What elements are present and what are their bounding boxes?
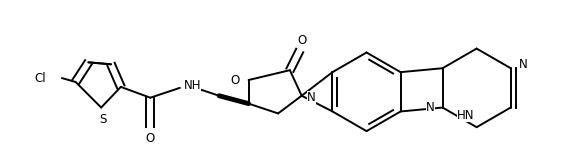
Text: N: N [518,58,528,71]
Text: O: O [145,133,155,145]
Text: O: O [230,74,239,87]
Text: Cl: Cl [35,72,46,85]
Text: NH: NH [184,79,201,92]
Text: HN: HN [457,109,475,122]
Text: O: O [297,34,306,47]
Text: S: S [100,113,107,126]
Text: N: N [307,91,316,104]
Text: N: N [426,101,435,114]
